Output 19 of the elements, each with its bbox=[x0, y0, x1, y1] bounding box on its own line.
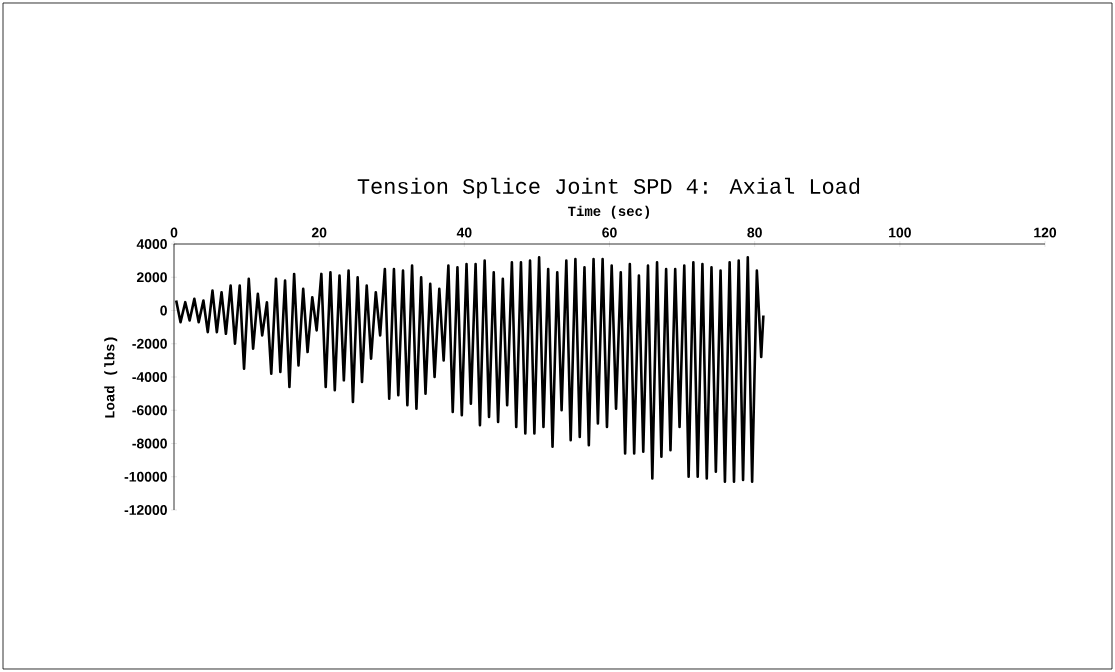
y-tick-label: -6000 bbox=[132, 405, 167, 416]
x-tick-label: 0 bbox=[170, 227, 178, 238]
x-tick-label: 40 bbox=[456, 227, 472, 238]
chart-title: Tension Splice Joint SPD 4: Axial Load bbox=[357, 177, 860, 199]
x-tick-label: 100 bbox=[889, 227, 911, 238]
y-tick-label: 2000 bbox=[136, 272, 167, 283]
y-axis-title: Load (lbs) bbox=[104, 337, 118, 418]
x-tick-label: 20 bbox=[311, 227, 327, 238]
y-tick-label: -2000 bbox=[132, 338, 167, 349]
x-tick-label: 60 bbox=[602, 227, 617, 238]
y-tick-label: -4000 bbox=[132, 372, 167, 382]
x-axis-title: Time (sec) bbox=[568, 205, 650, 219]
y-tick-label: 0 bbox=[160, 305, 167, 316]
y-tick-label: 4000 bbox=[136, 239, 167, 249]
y-tick-label: -12000 bbox=[124, 505, 167, 515]
x-tick-label: 80 bbox=[747, 227, 762, 238]
x-tick-label: 120 bbox=[1034, 227, 1057, 238]
y-tick-label: -8000 bbox=[132, 438, 167, 449]
y-tick-label: -10000 bbox=[124, 471, 167, 482]
